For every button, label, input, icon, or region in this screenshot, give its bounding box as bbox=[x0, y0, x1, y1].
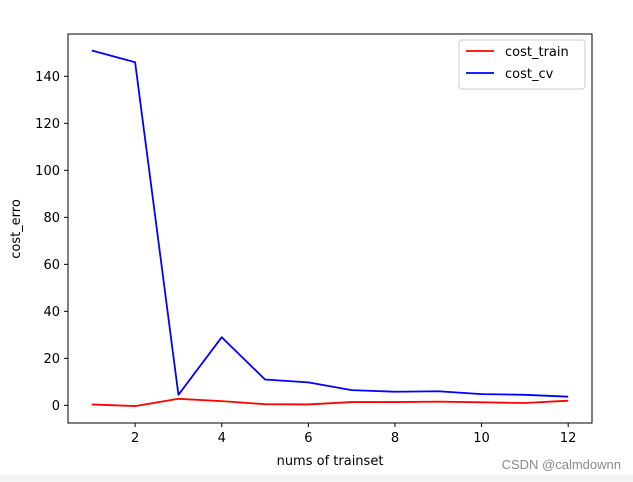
legend-label-cost-cv: cost_cv bbox=[505, 67, 554, 82]
series-line-cost-cv bbox=[91, 49, 569, 398]
x-tick-label: 4 bbox=[218, 431, 226, 446]
x-tick-label: 8 bbox=[391, 431, 399, 446]
y-tick-label: 140 bbox=[35, 70, 60, 85]
x-ticks: 2 4 6 8 10 12 bbox=[131, 423, 576, 446]
x-axis-label: nums of trainset bbox=[277, 454, 384, 469]
plot-area bbox=[68, 34, 592, 423]
y-tick-label: 40 bbox=[43, 305, 60, 320]
legend-label-cost-train: cost_train bbox=[505, 45, 569, 60]
y-tick-label: 60 bbox=[43, 258, 60, 273]
legend: cost_train cost_cv bbox=[458, 39, 586, 90]
x-tick-label: 12 bbox=[560, 431, 577, 446]
x-tick-label: 2 bbox=[131, 431, 139, 446]
y-ticks: 0 20 40 60 80 100 120 140 bbox=[35, 70, 68, 414]
y-tick-label: 100 bbox=[35, 164, 60, 179]
y-tick-label: 0 bbox=[52, 399, 60, 414]
plot-frame bbox=[67, 33, 593, 424]
x-tick-label: 10 bbox=[473, 431, 490, 446]
y-tick-label: 120 bbox=[35, 117, 60, 132]
y-tick-label: 20 bbox=[43, 352, 60, 367]
watermark: CSDN @calmdownn bbox=[501, 457, 621, 472]
series-layer bbox=[91, 49, 569, 407]
y-tick-label: 80 bbox=[43, 211, 60, 226]
legend-box bbox=[458, 39, 586, 90]
series-line-cost-train bbox=[91, 397, 569, 407]
y-axis-label: cost_erro bbox=[9, 199, 24, 259]
x-tick-label: 6 bbox=[304, 431, 312, 446]
bottom-strip bbox=[0, 475, 633, 482]
